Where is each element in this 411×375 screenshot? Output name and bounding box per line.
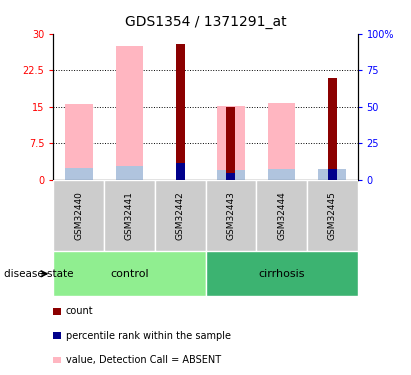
Bar (65, 168, 93, 180)
Bar (226, 172, 236, 180)
Text: GSM32440: GSM32440 (74, 191, 83, 240)
Bar (53, 251, 206, 296)
Bar (53, 180, 104, 251)
Text: control: control (110, 269, 149, 279)
Bar (226, 107, 236, 180)
Bar (104, 180, 155, 251)
Text: value, Detection Call = ABSENT: value, Detection Call = ABSENT (66, 355, 221, 365)
Bar (307, 180, 358, 251)
Bar (206, 251, 358, 296)
Text: GSM32443: GSM32443 (226, 191, 236, 240)
Bar (155, 180, 206, 251)
Bar (175, 163, 185, 180)
Bar (217, 170, 245, 180)
Bar (217, 106, 245, 180)
Text: count: count (66, 306, 93, 316)
Text: GDS1354 / 1371291_at: GDS1354 / 1371291_at (125, 15, 286, 29)
Text: cirrhosis: cirrhosis (258, 269, 305, 279)
Text: GSM32442: GSM32442 (175, 191, 185, 240)
Text: GSM32444: GSM32444 (277, 191, 286, 240)
Bar (268, 169, 296, 180)
Bar (328, 78, 337, 180)
Bar (268, 103, 296, 180)
Text: disease state: disease state (4, 269, 74, 279)
Bar (256, 180, 307, 251)
Bar (65, 104, 93, 180)
Text: GSM32441: GSM32441 (125, 191, 134, 240)
Text: percentile rank within the sample: percentile rank within the sample (66, 331, 231, 340)
Bar (115, 46, 143, 180)
Text: GSM32445: GSM32445 (328, 191, 337, 240)
Bar (318, 169, 346, 180)
Bar (206, 180, 256, 251)
Bar (328, 169, 337, 180)
Bar (115, 166, 143, 180)
Bar (175, 44, 185, 180)
